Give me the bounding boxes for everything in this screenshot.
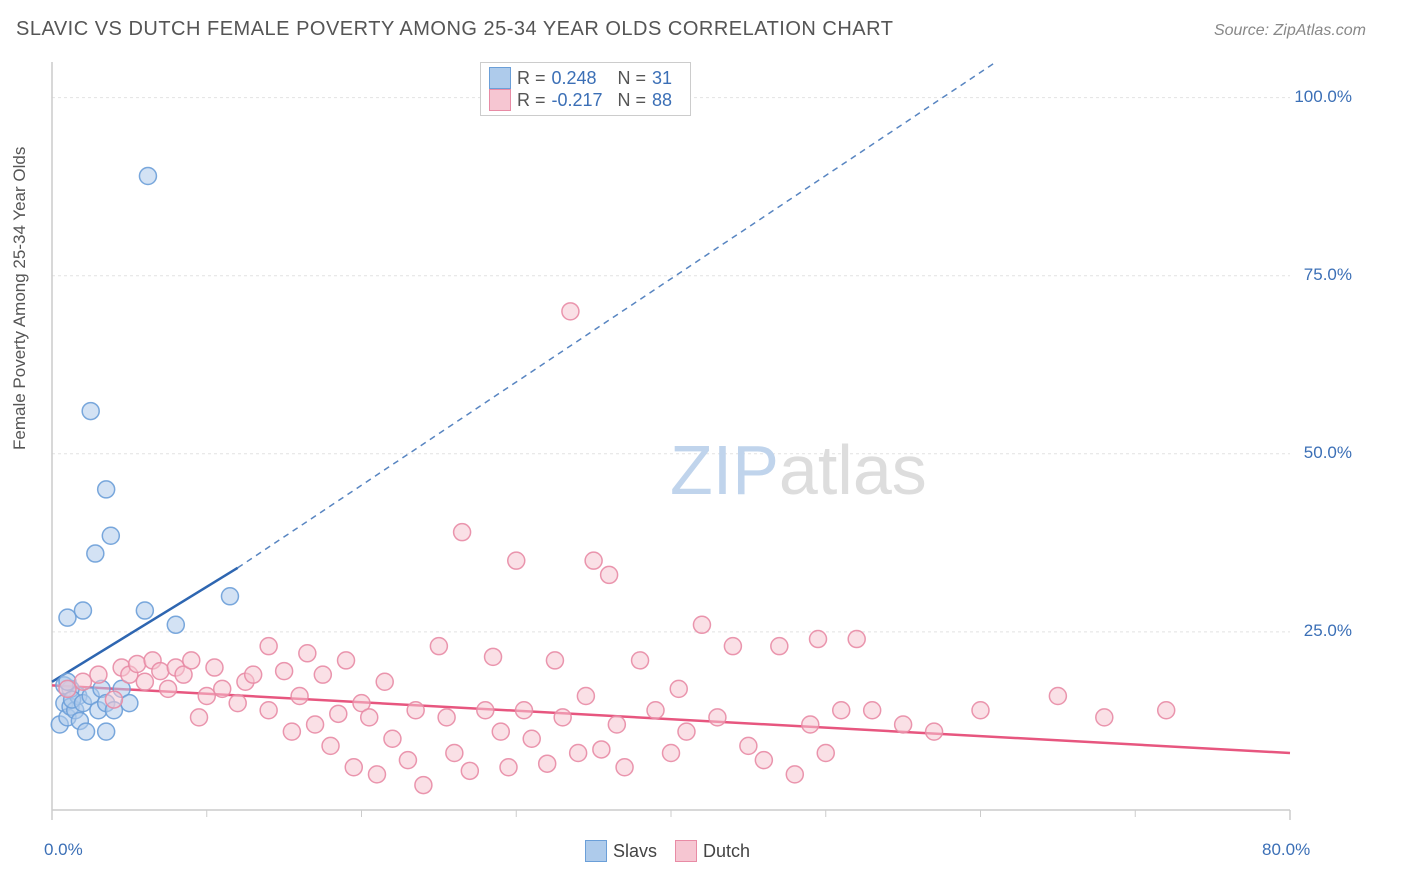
legend-item: Dutch	[675, 840, 750, 862]
stat-n-label: N =	[613, 90, 647, 111]
y-tick-label: 75.0%	[1304, 265, 1352, 285]
source-text: Source: ZipAtlas.com	[1214, 22, 1366, 40]
y-axis-label: Female Poverty Among 25-34 Year Olds	[10, 147, 30, 450]
plot-area: ZIPatlas R =0.248 N =31R =-0.217 N =88 S…	[50, 60, 1360, 830]
y-tick-label: 50.0%	[1304, 443, 1352, 463]
stats-row: R = 0.248 N =31	[489, 67, 682, 89]
stats-row: R = -0.217 N =88	[489, 89, 682, 111]
series-swatch	[489, 89, 511, 111]
stat-n-value: 31	[652, 68, 682, 89]
legend-item: Slavs	[585, 840, 657, 862]
y-tick-label: 25.0%	[1304, 621, 1352, 641]
chart-svg	[50, 60, 1360, 830]
stat-r-label: R =	[517, 90, 546, 111]
chart-title: SLAVIC VS DUTCH FEMALE POVERTY AMONG 25-…	[16, 18, 893, 41]
legend-label: Slavs	[613, 841, 657, 862]
x-tick-label: 80.0%	[1262, 840, 1310, 860]
stat-n-label: N =	[613, 68, 647, 89]
stat-r-label: R =	[517, 68, 546, 89]
legend-swatch	[675, 840, 697, 862]
y-tick-label: 100.0%	[1294, 87, 1352, 107]
series-legend: Slavs Dutch	[585, 840, 750, 862]
stats-legend-box: R = 0.248 N =31 R = -0.217 N =88	[480, 62, 691, 116]
stat-r-value: -0.217	[552, 90, 607, 111]
x-tick-label: 0.0%	[44, 840, 83, 860]
series-swatch	[489, 67, 511, 89]
legend-swatch	[585, 840, 607, 862]
stat-r-value: 0.248	[552, 68, 607, 89]
stat-n-value: 88	[652, 90, 682, 111]
legend-label: Dutch	[703, 841, 750, 862]
